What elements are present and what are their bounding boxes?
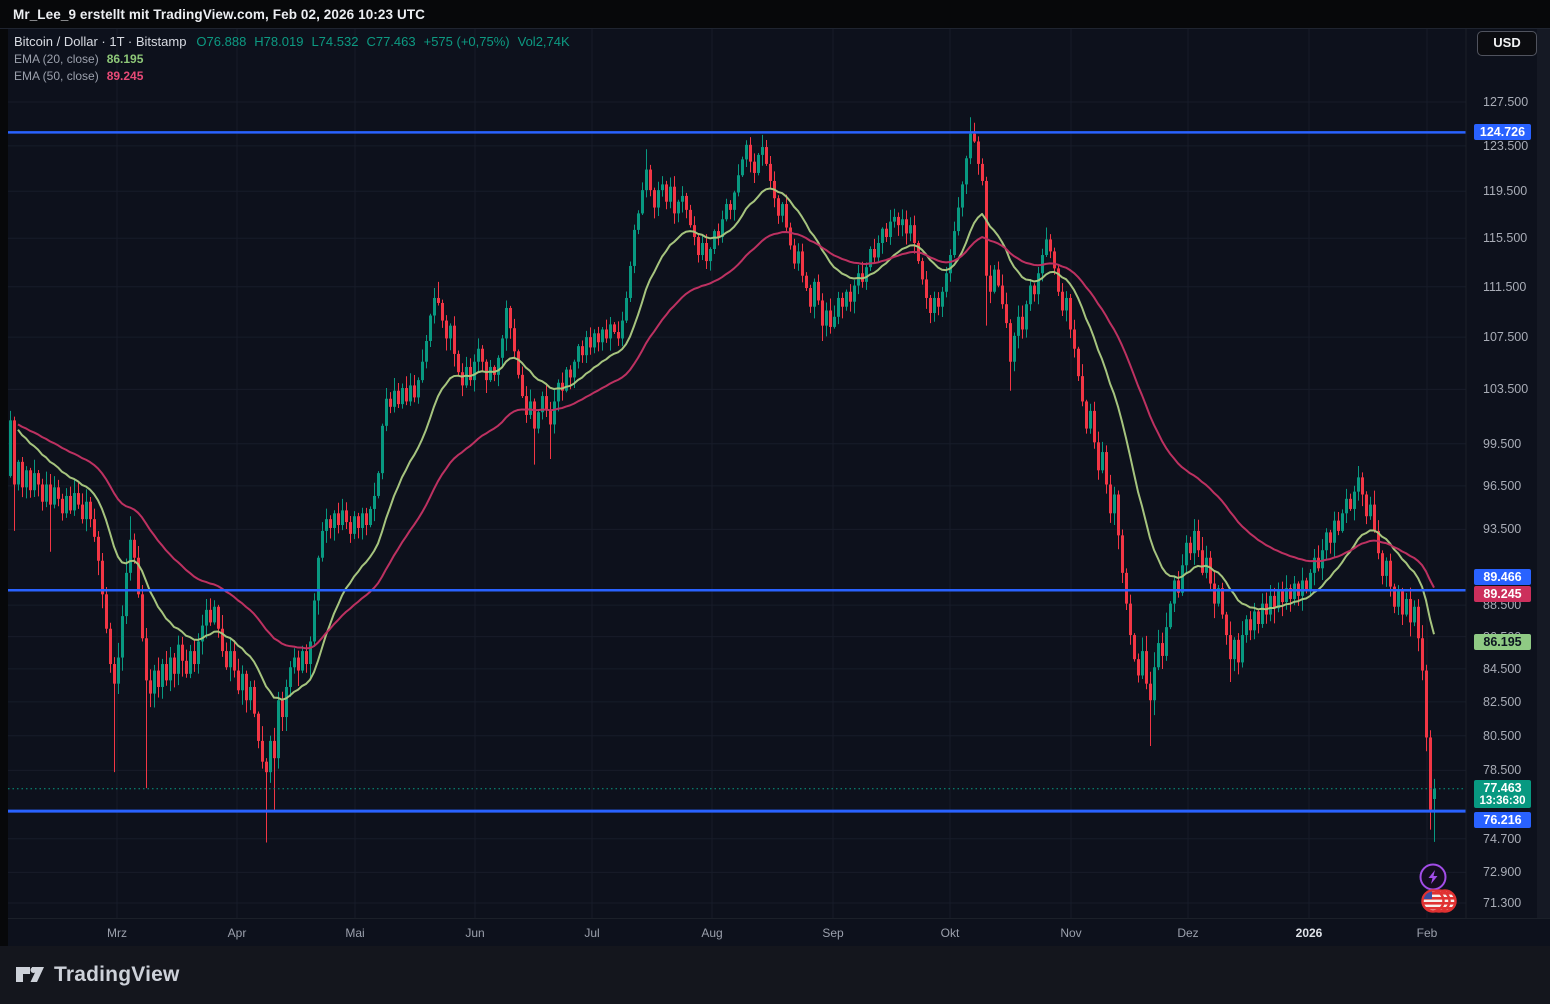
time-tick-Okt: Okt: [940, 926, 960, 940]
right-gutter: [1537, 29, 1550, 918]
change-value: +575 (+0,75%): [423, 34, 510, 49]
time-tick-Feb: Feb: [1416, 926, 1438, 940]
countdown-timer: 13:36:30: [1479, 795, 1526, 807]
price-badge-77.463: 77.463 13:36:30: [1474, 780, 1531, 808]
price-tick-label: 115.500: [1483, 231, 1528, 246]
price-tick-label: 84.500: [1483, 661, 1522, 676]
left-toolbar-strip: [0, 29, 8, 946]
price-tick-label: 107.500: [1483, 330, 1529, 345]
price-tick-label: 82.500: [1483, 694, 1522, 709]
price-tick-label: 78.500: [1483, 763, 1522, 778]
price-badge-89.466: 89.466: [1474, 569, 1531, 585]
symbol-title[interactable]: Bitcoin / Dollar · 1T · Bitstamp: [14, 34, 187, 49]
tradingview-logo-icon: [16, 967, 44, 982]
time-tick-Mai: Mai: [345, 926, 365, 940]
time-tick-Aug: Aug: [701, 926, 723, 940]
candles: [9, 117, 1436, 843]
flag-events-icon[interactable]: [1421, 889, 1457, 913]
ohlc-high: H78.019: [254, 34, 304, 49]
price-tick-label: 96.500: [1483, 478, 1522, 493]
tradingview-logo-text: TradingView: [54, 963, 180, 986]
ema20-label: EMA (20, close): [14, 52, 99, 66]
ema20-legend-row[interactable]: EMA (20, close) 86.195: [14, 50, 578, 67]
time-tick-Sep: Sep: [822, 926, 844, 940]
time-tick-Mrz: Mrz: [107, 926, 127, 940]
price-tick-label: 71.300: [1483, 896, 1522, 910]
price-badge-89.245: 89.245: [1474, 586, 1531, 602]
watermark-title: Mr_Lee_9 erstellt mit TradingView.com, F…: [13, 7, 426, 22]
price-tick-label: 103.500: [1483, 382, 1529, 397]
price-tick-label: 93.500: [1483, 522, 1522, 537]
price-tick-label: 74.700: [1483, 831, 1522, 846]
ema20-value: 86.195: [106, 52, 144, 66]
ema20-line[interactable]: [17, 187, 1435, 701]
time-tick-Jul: Jul: [584, 926, 600, 940]
ema50-label: EMA (50, close): [14, 69, 99, 83]
ema50-line[interactable]: [17, 230, 1435, 650]
ohlc-low: L74.532: [311, 34, 359, 49]
lightning-event-icon[interactable]: [1419, 863, 1447, 891]
footer-bar: TradingView: [0, 946, 1550, 1004]
time-tick-Nov: Nov: [1060, 926, 1082, 940]
price-tick-label: 111.500: [1483, 279, 1527, 294]
volume-value: Vol2,74K: [517, 34, 570, 49]
ohlc-open: O76.888: [196, 34, 247, 49]
price-tick-label: 123.500: [1483, 138, 1529, 153]
time-tick-Dez: Dez: [1177, 926, 1199, 940]
price-tick-label: 72.900: [1483, 865, 1522, 880]
price-tick-label: 119.500: [1483, 184, 1528, 199]
ema50-value: 89.245: [106, 69, 144, 83]
ohlc-close: C77.463: [366, 34, 416, 49]
currency-toggle-button[interactable]: USD: [1477, 31, 1537, 56]
price-badge-86.195: 86.195: [1474, 634, 1531, 650]
tradingview-logo[interactable]: TradingView: [15, 959, 180, 991]
price-badge-124.726: 124.726: [1474, 124, 1531, 140]
price-tick-label: 99.500: [1483, 436, 1522, 451]
price-tick-label: 127.500: [1483, 95, 1529, 109]
price-badge-76.216: 76.216: [1474, 812, 1531, 828]
chart-legend: Bitcoin / Dollar · 1T · Bitstamp O76.888 H…: [14, 33, 578, 84]
time-tick-Apr: Apr: [227, 926, 247, 940]
ema50-legend-row[interactable]: EMA (50, close) 89.245: [14, 67, 578, 84]
time-tick-2026: 2026: [1295, 926, 1323, 940]
chart-header-bar: Mr_Lee_9 erstellt mit TradingView.com, F…: [0, 0, 1550, 29]
grid: [8, 29, 1466, 918]
price-tick-label: 80.500: [1483, 728, 1522, 743]
time-axis[interactable]: Mrz Apr Mai Jun Jul Aug Sep Okt Nov Dez 2026 Feb: [0, 918, 1550, 946]
symbol-legend-row[interactable]: Bitcoin / Dollar · 1T · Bitstamp O76.888 H…: [14, 33, 578, 50]
time-tick-Jun: Jun: [465, 926, 485, 940]
